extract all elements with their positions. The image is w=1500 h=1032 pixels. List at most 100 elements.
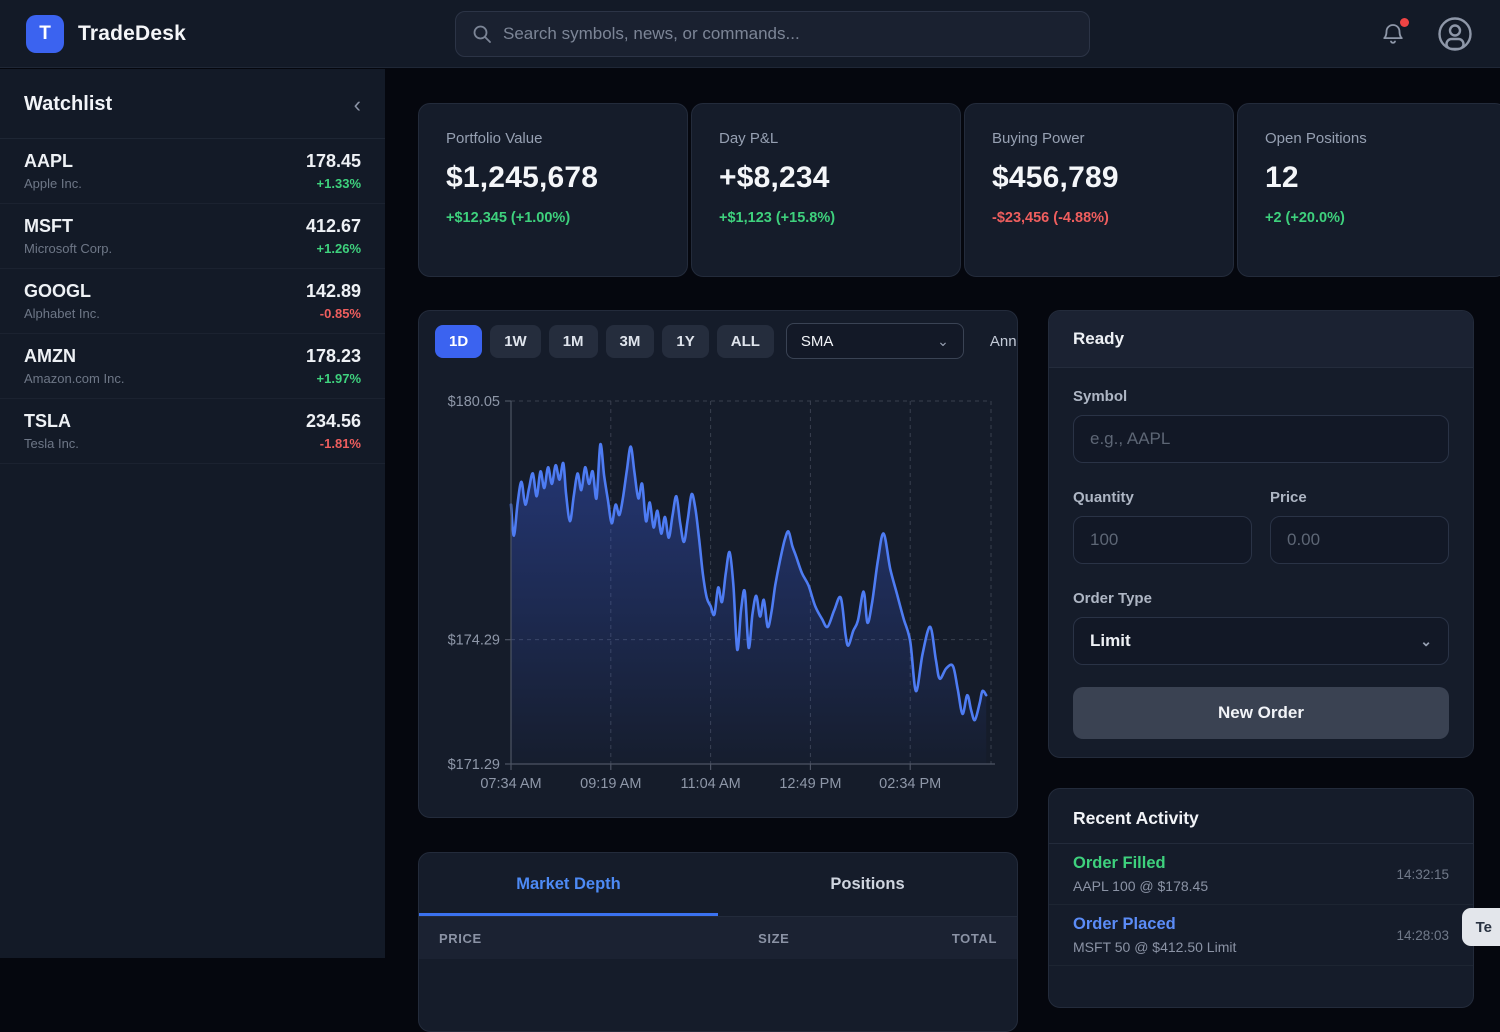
watchlist-symbol: AAPL [24,151,73,171]
activity-time: 14:28:03 [1396,927,1449,943]
app-title: TradeDesk [78,21,187,45]
chevron-down-icon: ⌄ [937,333,949,349]
activity-item-left: Order Placed MSFT 50 @ $412.50 Limit [1073,915,1236,955]
timeframe-button-all[interactable]: ALL [716,324,774,358]
watchlist-item-right: 178.45 +1.33% [306,151,361,191]
order-type-value: Limit [1090,631,1131,650]
new-order-button[interactable]: New Order [1073,687,1449,739]
search-icon [473,25,491,43]
timeframe-button-3m[interactable]: 3M [605,324,655,358]
watchlist-item-googl[interactable]: GOOGL Alphabet Inc. 142.89 -0.85% [0,269,385,334]
watchlist-price: 178.45 [305,151,361,171]
watchlist-symbol: MSFT [24,216,73,236]
bell-icon [1383,23,1403,44]
watchlist-price: 178.23 [305,346,361,366]
notifications-button[interactable] [1380,17,1409,48]
timeframe-button-1w[interactable]: 1W [490,324,541,358]
symbol-label: Symbol [1073,388,1128,405]
order-status-header: Ready [1049,311,1473,368]
stat-label: Buying Power [992,130,1085,147]
indicator-select-value: SMA [800,332,834,350]
search-input[interactable] [503,24,1073,44]
stat-card-day-p-l: Day P&L +$8,234 +$1,123 (+15.8%) [691,103,961,277]
indicator-select[interactable]: SMA ⌄ [785,323,964,359]
watchlist-price: 234.56 [305,411,361,431]
watchlist-price: 412.67 [305,216,361,236]
watchlist-sidebar: Watchlist ‹ AAPL Apple Inc. 178.45 +1.33% MS… [0,69,385,958]
quantity-label: Quantity [1073,489,1134,506]
activity-item-left: Order Filled AAPL 100 @ $178.45 [1073,854,1208,894]
column-header-price: PRICE [439,930,482,946]
watchlist-change: +1.97% [316,371,361,386]
price-label: Price [1270,489,1307,506]
quantity-input[interactable] [1073,516,1252,564]
watchlist-item-right: 412.67 +1.26% [306,216,361,256]
stat-card-open-positions: Open Positions 12 +2 (+20.0%) [1237,103,1500,277]
watchlist-item-right: 178.23 +1.97% [306,346,361,386]
stat-change: +$12,345 (+1.00%) [446,210,571,226]
svg-text:02:34 PM: 02:34 PM [879,776,941,792]
watchlist-item-tsla[interactable]: TSLA Tesla Inc. 234.56 -1.81% [0,399,385,464]
watchlist-company-name: Tesla Inc. [24,436,79,451]
stat-value: 12 [1265,161,1299,194]
timeframe-button-1y[interactable]: 1Y [662,324,709,358]
activity-item: Order Filled AAPL 100 @ $178.45 14:32:15 [1049,844,1473,905]
column-header-total: TOTAL [951,930,997,946]
watchlist-title: Watchlist [24,93,113,115]
watchlist-change: +1.33% [316,176,361,191]
symbol-input[interactable] [1073,415,1449,463]
watchlist-change: +1.26% [316,241,361,256]
watchlist-company-name: Amazon.com Inc. [24,371,125,386]
stat-value: $456,789 [992,161,1119,194]
stat-label: Day P&L [719,130,779,147]
depth-tabs: Market Depth Positions [419,853,1017,917]
recent-activity-title: Recent Activity [1049,789,1473,844]
stat-value: $1,245,678 [446,161,599,194]
order-entry-panel: Ready Symbol Quantity Price Order Type L… [1048,310,1474,758]
watchlist-item-left: GOOGL Alphabet Inc. [24,281,100,321]
order-type-select[interactable]: Limit ⌄ [1073,617,1449,665]
watchlist-item-msft[interactable]: MSFT Microsoft Corp. 412.67 +1.26% [0,204,385,269]
timeframe-button-1m[interactable]: 1M [548,324,598,358]
watchlist-symbol: AMZN [24,346,76,366]
user-avatar-button[interactable] [1436,15,1474,53]
user-avatar-icon [1438,16,1472,51]
svg-text:$180.05: $180.05 [448,394,500,410]
tab-positions[interactable]: Positions [718,853,1017,916]
activity-time: 14:32:15 [1396,866,1449,882]
watchlist-item-left: TSLA Tesla Inc. [24,411,79,451]
market-depth-card: Market Depth Positions PRICE SIZE TOTAL [418,852,1018,1032]
intraday-price-chart: $180.05 $174.29 $171.29 07:34 AM 09:19 AM 11:… [448,394,995,792]
watchlist-change: -0.85% [319,306,361,321]
watchlist-item-aapl[interactable]: AAPL Apple Inc. 178.45 +1.33% [0,139,385,204]
stat-label: Portfolio Value [446,130,543,147]
watchlist-item-left: AAPL Apple Inc. [24,151,82,191]
activity-detail: AAPL 100 @ $178.45 [1073,878,1209,894]
stat-change: +2 (+20.0%) [1265,210,1345,226]
watchlist-company-name: Alphabet Inc. [24,306,100,321]
tab-market-depth[interactable]: Market Depth [419,853,718,916]
svg-text:11:04 AM: 11:04 AM [681,776,741,792]
svg-text:12:49 PM: 12:49 PM [779,776,841,792]
price-input[interactable] [1270,516,1449,564]
notification-badge-dot [1400,17,1409,27]
watchlist-item-amzn[interactable]: AMZN Amazon.com Inc. 178.23 +1.97% [0,334,385,399]
watchlist: AAPL Apple Inc. 178.45 +1.33% MSFT Microsoft … [0,139,385,464]
annotate-button[interactable]: Anno [989,332,1017,350]
toast-notification: Te [1461,908,1500,946]
top-navigation-bar: T TradeDesk [0,0,1500,68]
stat-label: Open Positions [1265,130,1367,147]
global-search[interactable] [455,11,1090,57]
stat-card-portfolio-value: Portfolio Value $1,245,678 +$12,345 (+1.00… [418,103,688,277]
timeframe-button-1d[interactable]: 1D [435,324,483,358]
stat-value: +$8,234 [719,161,830,194]
activity-list: Order Filled AAPL 100 @ $178.45 14:32:15 Or… [1049,844,1473,966]
depth-table-header: PRICE SIZE TOTAL [419,917,1017,959]
stat-change: +$1,123 (+15.8%) [719,210,836,226]
sidebar-collapse-button[interactable]: ‹ [353,91,361,117]
activity-detail: MSFT 50 @ $412.50 Limit [1073,939,1237,955]
watchlist-item-left: MSFT Microsoft Corp. [24,216,112,256]
watchlist-item-right: 234.56 -1.81% [306,411,361,451]
stat-card-buying-power: Buying Power $456,789 -$23,456 (-4.88%) [964,103,1234,277]
